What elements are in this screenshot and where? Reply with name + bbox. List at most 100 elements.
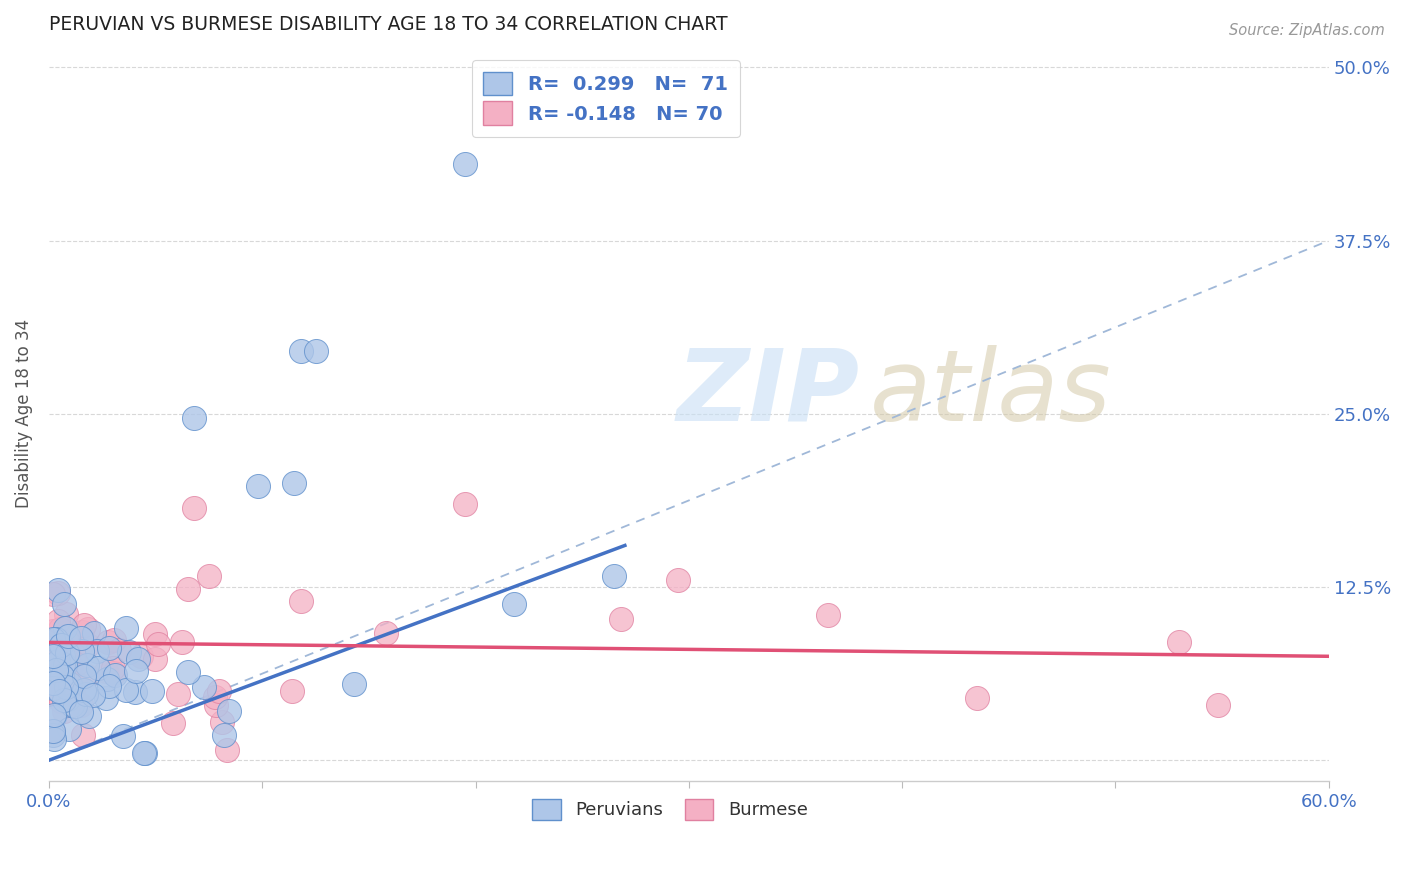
Point (603, 569, 626, 583)
Point (44, 710, 66, 724)
Point (177, 665, 200, 679)
Point (62, 681, 84, 696)
Point (83, 626, 105, 640)
Point (503, 597, 526, 611)
Point (96, 673, 118, 687)
Point (72, 618, 94, 632)
Point (53, 657, 76, 672)
Point (87, 661, 110, 675)
Point (103, 632, 125, 647)
Point (125, 664, 148, 678)
Point (48, 683, 70, 698)
Point (218, 704, 240, 718)
Point (48, 661, 70, 675)
Point (49, 638, 72, 652)
Point (42, 724, 65, 739)
Point (94, 690, 117, 705)
Text: PERUVIAN VS BURMESE DISABILITY AGE 18 TO 34 CORRELATION CHART: PERUVIAN VS BURMESE DISABILITY AGE 18 TO… (49, 15, 727, 34)
Point (72, 728, 94, 742)
Point (52, 648, 75, 663)
Point (69, 706, 91, 720)
Point (56, 692, 79, 706)
Point (52, 657, 75, 671)
Point (42, 652, 65, 666)
Point (73, 669, 96, 683)
Point (52, 704, 75, 718)
Point (343, 677, 366, 691)
Point (59, 684, 82, 698)
Point (42, 681, 65, 695)
Point (63, 698, 86, 713)
Point (55, 646, 77, 660)
Point (44, 708, 66, 723)
Point (48, 666, 70, 681)
Point (454, 157, 477, 171)
Point (56, 629, 79, 643)
Point (118, 645, 141, 659)
Point (177, 582, 200, 596)
Point (42, 663, 65, 677)
Point (58, 677, 80, 691)
Point (217, 743, 239, 757)
Point (375, 625, 398, 640)
Point (127, 651, 149, 665)
Point (42, 657, 65, 672)
Point (82, 688, 104, 702)
Point (56, 653, 79, 667)
Point (97, 640, 120, 655)
Point (966, 690, 988, 705)
Point (97, 679, 120, 693)
Point (247, 479, 270, 493)
Point (290, 344, 312, 359)
Point (77, 709, 100, 723)
Point (42, 649, 65, 664)
Point (103, 665, 125, 680)
Point (45, 632, 67, 647)
Point (55, 668, 77, 682)
Point (111, 729, 134, 743)
Legend: Peruvians, Burmese: Peruvians, Burmese (524, 792, 815, 827)
Point (53, 621, 76, 635)
Point (108, 643, 131, 657)
Point (204, 698, 226, 713)
Point (70, 698, 93, 712)
Text: atlas: atlas (870, 344, 1112, 442)
Point (72, 644, 94, 658)
Point (46, 614, 69, 628)
Point (162, 715, 184, 730)
Point (212, 728, 235, 742)
Point (55, 661, 77, 675)
Point (666, 573, 689, 587)
Point (204, 690, 226, 705)
Point (42, 624, 65, 638)
Point (42, 658, 65, 673)
Point (49, 622, 72, 636)
Point (60, 698, 83, 713)
Point (58, 722, 80, 736)
Point (46, 654, 69, 668)
Point (76, 669, 98, 683)
Point (148, 636, 170, 650)
Point (75, 687, 97, 701)
Text: Source: ZipAtlas.com: Source: ZipAtlas.com (1229, 23, 1385, 38)
Point (304, 344, 326, 359)
Point (183, 501, 205, 516)
Point (1168, 635, 1191, 649)
Y-axis label: Disability Age 18 to 34: Disability Age 18 to 34 (15, 319, 32, 508)
Point (1206, 698, 1229, 712)
Point (609, 612, 631, 626)
Point (53, 650, 76, 665)
Point (55, 607, 77, 622)
Point (55, 680, 77, 694)
Point (51, 669, 73, 683)
Point (51, 665, 73, 680)
Point (76, 638, 98, 652)
Point (170, 635, 193, 649)
Point (193, 680, 215, 694)
Point (208, 684, 231, 698)
Point (76, 657, 98, 672)
Point (53, 693, 76, 707)
Point (42, 732, 65, 747)
Point (46, 582, 69, 597)
Point (143, 627, 166, 641)
